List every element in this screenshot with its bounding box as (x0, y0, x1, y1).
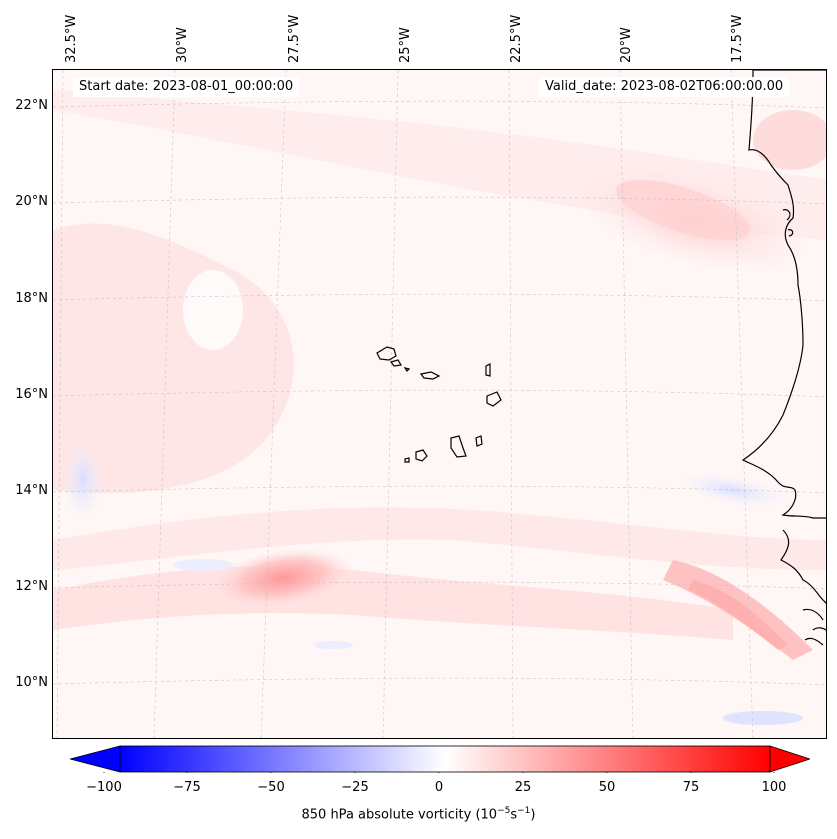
graticule (53, 70, 826, 738)
island-boa-vista (486, 391, 502, 407)
blue-patch-low (313, 641, 353, 649)
lat-label-14n: 14°N (15, 483, 48, 498)
lat-label-10n: 10°N (15, 675, 48, 690)
blue-patch-south (723, 711, 803, 725)
island-sao-vicente (389, 359, 402, 367)
colorbar-min-extend (70, 745, 121, 773)
island-maio (475, 435, 483, 447)
vorticity-field (53, 90, 826, 725)
cb-tick-minus50: −50 (257, 780, 285, 795)
island-fogo (415, 449, 428, 462)
white-patch-nw (183, 270, 243, 350)
coastline-guinea (780, 529, 826, 604)
red-core-vortex (213, 548, 353, 608)
colorbar-tick-marks (103, 772, 775, 773)
valid-date-label: Valid_date: 2023-08-02T06:00:00.00 (539, 77, 790, 97)
lat-label-12n: 12°N (15, 579, 48, 594)
lat-label-20n: 20°N (15, 194, 48, 209)
lon-label-27.5w: 27.5°W (287, 14, 302, 63)
island-santo-antao (376, 346, 397, 361)
red-streak-se2 (688, 580, 788, 650)
island-santa-luzia (403, 367, 411, 372)
island-santiago (450, 435, 467, 458)
lon-label-20w: 20°W (619, 27, 634, 63)
start-date-label: Start date: 2023-08-01_00:00:00 (73, 77, 300, 97)
cb-tick-50: 50 (598, 780, 616, 795)
lon-label-32.5w: 32.5°W (64, 14, 79, 63)
cb-tick-100: 100 (761, 780, 787, 795)
cb-tick-75: 75 (682, 780, 700, 795)
white-patch-center (353, 240, 513, 300)
colorbar-label: 850 hPa absolute vorticity (10−5s−1) (301, 806, 536, 823)
cb-tick-0: 0 (434, 780, 444, 795)
lon-label-25w: 25°W (398, 27, 413, 63)
colorbar-gradient (119, 745, 771, 773)
cb-tick-minus25: −25 (341, 780, 369, 795)
colorbar (70, 745, 810, 773)
lon-label-22.5w: 22.5°W (509, 14, 524, 63)
cb-tick-minus100: −100 (86, 780, 122, 795)
lat-label-16n: 16°N (15, 387, 48, 402)
cb-tick-minus75: −75 (173, 780, 201, 795)
island-sao-nicolau (419, 371, 441, 380)
pink-band-mid (53, 507, 826, 570)
blue-patch-mid (173, 559, 233, 571)
lon-label-17.5w: 17.5°W (730, 14, 745, 63)
cb-tick-25: 25 (514, 780, 532, 795)
colorbar-max-extend (769, 745, 810, 773)
pink-ne-inner (616, 179, 750, 241)
map-canvas (53, 70, 826, 738)
lat-label-22n: 22°N (15, 98, 48, 113)
blue-patch-west (63, 440, 103, 520)
coastline-bissau-islands (802, 608, 826, 646)
vorticity-map (52, 69, 827, 739)
cape-verde-islands (376, 346, 502, 463)
island-sal (485, 363, 491, 377)
canary-west-coast (782, 209, 794, 237)
island-brava (404, 457, 410, 463)
lon-label-30w: 30°W (175, 27, 190, 63)
pink-north-coast (753, 110, 826, 170)
lat-label-18n: 18°N (15, 291, 48, 306)
african-coastline (741, 70, 826, 519)
